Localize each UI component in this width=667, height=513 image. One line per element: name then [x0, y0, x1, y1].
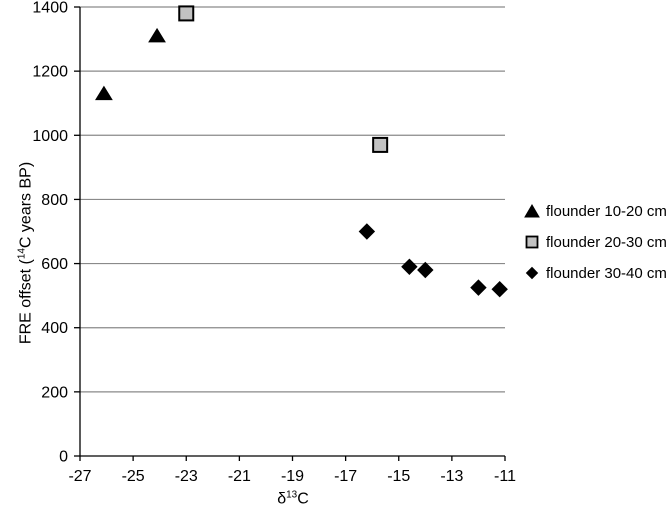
legend-label: flounder 10-20 cm — [546, 202, 667, 220]
svg-text:-23: -23 — [175, 468, 198, 485]
svg-text:400: 400 — [41, 320, 68, 337]
svg-text:-25: -25 — [122, 468, 145, 485]
svg-text:-15: -15 — [387, 468, 410, 485]
svg-text:-21: -21 — [228, 468, 251, 485]
diamond-marker-icon — [525, 266, 539, 280]
legend: flounder 10-20 cm flounder 20-30 cm flou… — [524, 202, 667, 282]
svg-text:-27: -27 — [68, 468, 91, 485]
legend-item: flounder 30-40 cm — [524, 264, 667, 282]
x-axis-title-suffix: C — [297, 490, 309, 508]
square-marker-icon — [525, 235, 539, 249]
x-axis-title: δ13C — [277, 489, 309, 508]
x-axis-title-prefix: δ — [277, 490, 287, 508]
svg-text:1000: 1000 — [32, 128, 68, 145]
legend-item: flounder 10-20 cm — [524, 202, 667, 220]
y-axis-title-suffix: C years BP) — [17, 161, 35, 249]
legend-label: flounder 20-30 cm — [546, 233, 667, 251]
svg-text:800: 800 — [41, 192, 68, 209]
svg-text:1400: 1400 — [32, 0, 68, 17]
svg-text:600: 600 — [41, 256, 68, 273]
legend-item: flounder 20-30 cm — [524, 233, 667, 251]
svg-text:-13: -13 — [440, 468, 463, 485]
y-axis-title-prefix: FRE offset ( — [17, 259, 35, 345]
triangle-marker-icon — [524, 204, 540, 218]
svg-text:0: 0 — [59, 449, 68, 466]
x-axis-title-superscript: 13 — [286, 489, 298, 501]
svg-text:-17: -17 — [334, 468, 357, 485]
svg-text:200: 200 — [41, 384, 68, 401]
legend-label: flounder 30-40 cm — [546, 264, 667, 282]
svg-text:1200: 1200 — [32, 64, 68, 81]
y-axis-title: FRE offset (14C years BP) — [16, 162, 35, 344]
y-axis-title-superscript: 14 — [16, 248, 28, 260]
svg-text:-11: -11 — [494, 468, 516, 485]
svg-text:-19: -19 — [281, 468, 304, 485]
